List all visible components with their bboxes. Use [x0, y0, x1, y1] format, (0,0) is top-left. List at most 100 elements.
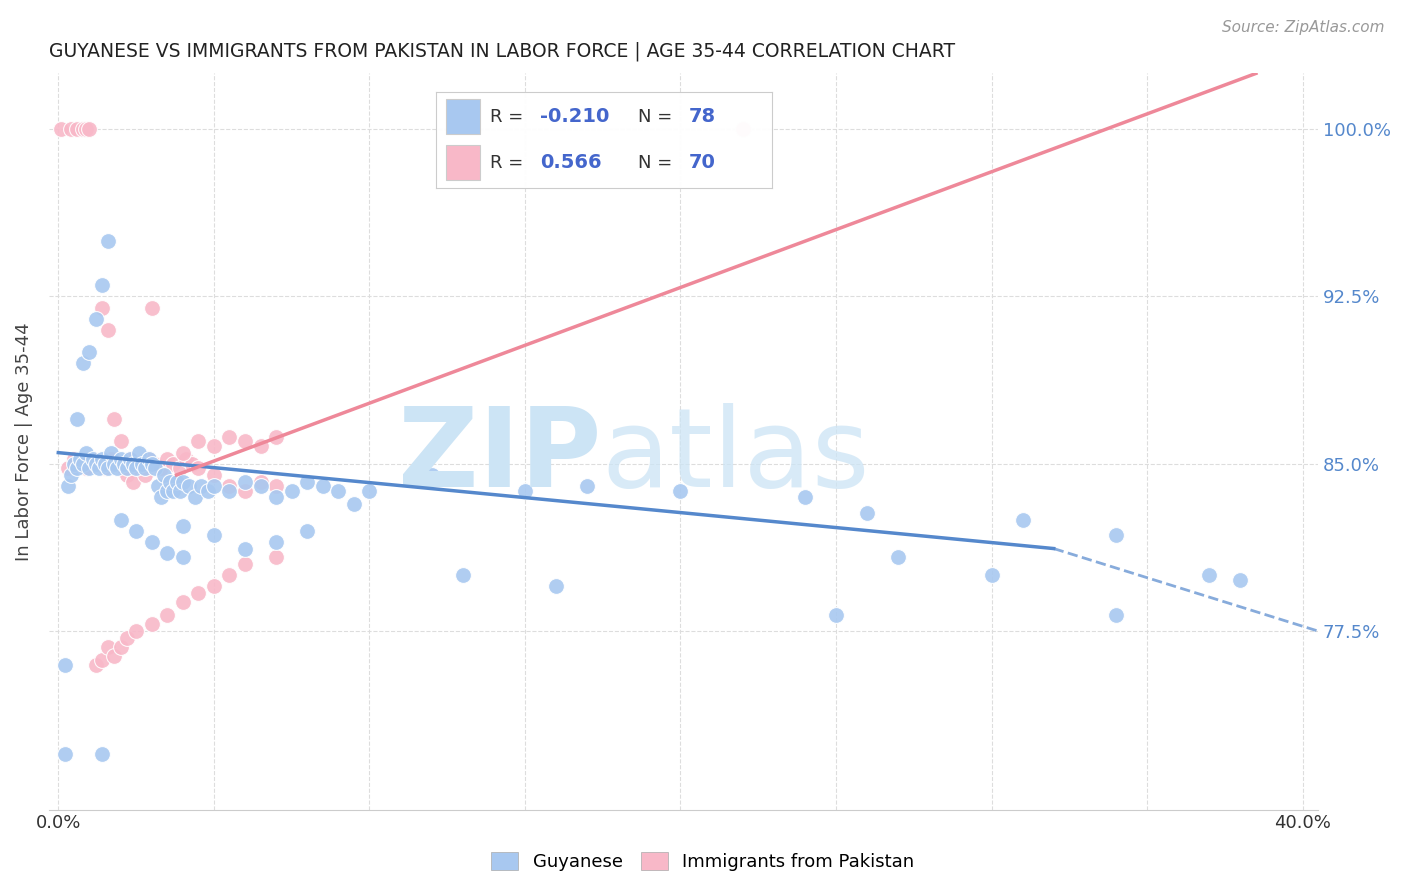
Point	[218, 479, 240, 493]
Point	[264, 550, 287, 565]
Point	[264, 534, 287, 549]
Point	[172, 595, 194, 609]
Point	[107, 461, 129, 475]
Point	[343, 497, 366, 511]
Point	[825, 608, 848, 623]
Point	[177, 479, 200, 493]
Point	[53, 747, 76, 761]
Point	[146, 479, 169, 493]
Text: GUYANESE VS IMMIGRANTS FROM PAKISTAN IN LABOR FORCE | AGE 35-44 CORRELATION CHAR: GUYANESE VS IMMIGRANTS FROM PAKISTAN IN …	[49, 42, 955, 62]
Point	[115, 631, 138, 645]
Point	[174, 452, 197, 467]
Point	[51, 122, 73, 136]
Point	[153, 467, 176, 482]
Point	[544, 579, 567, 593]
Point	[75, 461, 97, 475]
Point	[513, 483, 536, 498]
Point	[125, 524, 148, 538]
Point	[75, 122, 97, 136]
Point	[100, 445, 122, 459]
Point	[122, 457, 145, 471]
Point	[141, 301, 163, 315]
Point	[731, 122, 754, 136]
Point	[264, 430, 287, 444]
Point	[112, 461, 135, 475]
Point	[110, 512, 132, 526]
Text: Source: ZipAtlas.com: Source: ZipAtlas.com	[1222, 20, 1385, 35]
Point	[97, 234, 120, 248]
Point	[63, 452, 86, 467]
Point	[141, 617, 163, 632]
Point	[103, 457, 125, 471]
Point	[249, 439, 271, 453]
Point	[280, 483, 302, 498]
Point	[420, 467, 443, 482]
Point	[131, 457, 153, 471]
Point	[125, 461, 148, 475]
Point	[56, 461, 79, 475]
Point	[218, 483, 240, 498]
Point	[451, 568, 474, 582]
Point	[793, 490, 815, 504]
Point	[118, 452, 141, 467]
Legend: Guyanese, Immigrants from Pakistan: Guyanese, Immigrants from Pakistan	[484, 845, 922, 879]
Point	[84, 311, 107, 326]
Point	[66, 122, 89, 136]
Point	[172, 445, 194, 459]
Point	[197, 483, 219, 498]
Point	[1011, 512, 1033, 526]
Point	[187, 434, 209, 449]
Point	[233, 483, 256, 498]
Point	[110, 434, 132, 449]
Point	[312, 479, 335, 493]
Point	[115, 467, 138, 482]
Point	[1198, 568, 1220, 582]
Point	[103, 648, 125, 663]
Point	[87, 457, 110, 471]
Point	[202, 579, 225, 593]
Point	[172, 475, 194, 489]
Point	[79, 122, 101, 136]
Point	[84, 457, 107, 471]
Point	[359, 483, 381, 498]
Point	[75, 445, 97, 459]
Point	[97, 323, 120, 337]
Point	[128, 461, 150, 475]
Point	[328, 483, 350, 498]
Point	[79, 345, 101, 359]
Point	[143, 457, 166, 471]
Point	[94, 457, 117, 471]
Point	[72, 356, 94, 370]
Point	[90, 653, 112, 667]
Point	[295, 524, 318, 538]
Point	[110, 452, 132, 467]
Point	[82, 452, 104, 467]
Point	[131, 461, 153, 475]
Point	[72, 457, 94, 471]
Point	[56, 479, 79, 493]
Point	[90, 452, 112, 467]
Point	[66, 412, 89, 426]
Point	[264, 479, 287, 493]
Point	[233, 557, 256, 571]
Point	[66, 461, 89, 475]
Point	[156, 483, 179, 498]
Point	[122, 475, 145, 489]
Point	[134, 461, 156, 475]
Point	[128, 445, 150, 459]
Point	[69, 457, 91, 471]
Point	[187, 586, 209, 600]
Point	[59, 467, 82, 482]
Point	[295, 475, 318, 489]
Point	[134, 467, 156, 482]
Point	[169, 483, 191, 498]
Point	[1105, 528, 1128, 542]
Point	[187, 461, 209, 475]
Point	[156, 608, 179, 623]
Point	[980, 568, 1002, 582]
Point	[249, 475, 271, 489]
Point	[249, 479, 271, 493]
Point	[149, 461, 172, 475]
Point	[118, 452, 141, 467]
Point	[100, 452, 122, 467]
